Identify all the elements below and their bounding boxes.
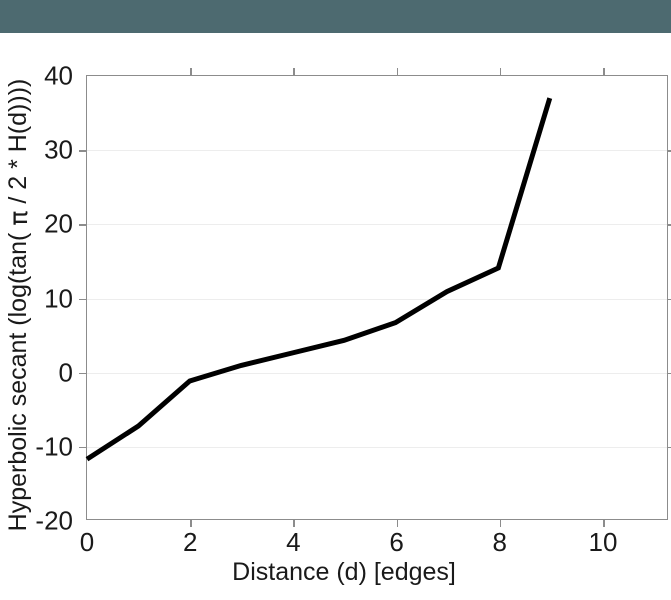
y-tick-label: 30 [44, 134, 73, 165]
y-tick-mark [667, 150, 671, 152]
x-tick-label: 10 [588, 527, 618, 557]
y-tick-label: 40 [44, 60, 73, 91]
y-axis-label-pi: π [3, 210, 33, 226]
series-line-hyperbolic-secant [85, 97, 553, 462]
gridline [87, 446, 667, 448]
y-tick-mark [667, 224, 671, 226]
x-axis-label: Distance (d) [edges] [232, 558, 456, 586]
x-tick-label: 6 [389, 527, 404, 557]
y-tick-label: -20 [35, 505, 73, 536]
x-tick-mark [602, 68, 605, 76]
x-tick-mark [396, 68, 399, 76]
y-tick-mark [79, 224, 87, 226]
y-axis-label-prefix: Hyperbolic secant (log(tan( [3, 232, 32, 532]
x-tick-mark [396, 519, 399, 527]
y-tick-mark [667, 298, 671, 301]
y-tick-mark [79, 298, 87, 301]
y-axis-label-suffix: / 2 * H(d)))) [3, 78, 32, 204]
y-tick-label: 10 [44, 283, 73, 313]
y-axis-label: Hyperbolic secant (log(tan( π / 2 * H(d)… [1, 5, 35, 600]
y-tick-label: 20 [44, 208, 73, 239]
x-tick-mark [499, 68, 502, 76]
x-tick-label: 0 [79, 527, 95, 557]
y-tick-label: 0 [58, 357, 73, 388]
y-tick-label: -10 [35, 431, 73, 462]
gridline [87, 224, 667, 226]
y-tick-mark [667, 446, 671, 449]
gridline [87, 372, 667, 374]
gridline [87, 298, 667, 300]
x-tick-label: 8 [492, 527, 507, 557]
y-tick-mark [79, 372, 87, 375]
x-tick-mark [602, 519, 605, 527]
y-tick-mark [667, 372, 671, 375]
x-tick-mark [293, 68, 295, 76]
x-tick-mark [190, 519, 192, 527]
plot-area: -20 -10 0 10 20 30 40 0 2 4 6 8 10 [35, 61, 671, 557]
y-tick-mark [79, 446, 87, 449]
gridline [87, 150, 667, 152]
x-tick-mark [293, 519, 295, 527]
y-tick-mark [79, 150, 87, 152]
x-tick-label: 2 [182, 527, 198, 557]
x-tick-mark [499, 519, 502, 527]
x-tick-label: 4 [286, 527, 301, 557]
window-titlebar [0, 0, 671, 33]
x-tick-mark [190, 68, 192, 76]
